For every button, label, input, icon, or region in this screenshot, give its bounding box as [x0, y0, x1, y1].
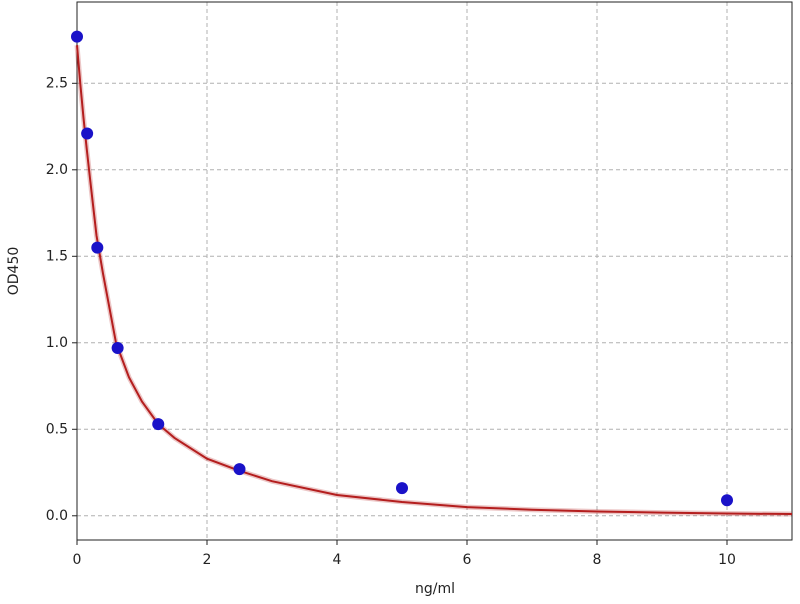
data-point — [721, 494, 733, 507]
x-tick-label: 10 — [718, 552, 736, 568]
y-axis-label: OD450 — [6, 247, 22, 296]
data-point — [152, 418, 165, 431]
y-tick-label: 2.0 — [46, 162, 68, 178]
y-tick-label: 0.5 — [46, 421, 68, 437]
x-tick-label: 0 — [73, 552, 82, 568]
y-tick-label: 1.5 — [46, 248, 68, 264]
plot-frame — [76, 1, 793, 541]
data-point — [396, 482, 408, 495]
x-tick-label: 4 — [333, 552, 342, 568]
data-point — [81, 127, 94, 140]
x-tick-label: 2 — [203, 552, 212, 568]
data-point — [233, 463, 246, 476]
y-tick-label: 0.0 — [46, 508, 68, 524]
data-point — [71, 30, 83, 43]
fit-curve — [76, 45, 793, 516]
data-point — [111, 341, 124, 354]
y-tick-label: 2.5 — [46, 75, 68, 91]
x-tick-label: 8 — [593, 552, 602, 568]
y-tick-label: 1.0 — [46, 335, 68, 351]
x-axis-label: ng/ml — [415, 581, 455, 597]
data-point — [91, 241, 104, 254]
x-tick-label: 6 — [463, 552, 472, 568]
